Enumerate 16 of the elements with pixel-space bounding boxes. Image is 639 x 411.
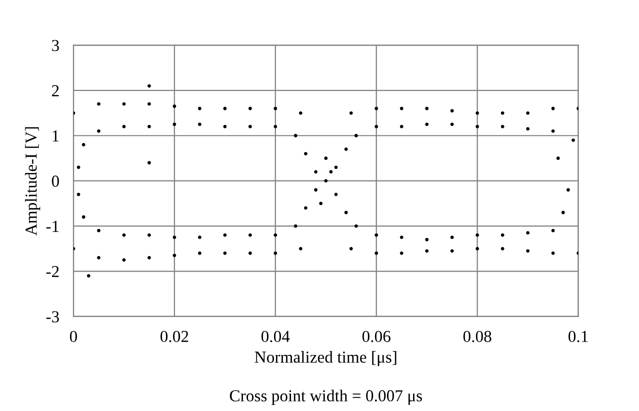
x-axis-title: Normalized time [μs]	[254, 351, 396, 366]
x-tick-label: 0.08	[463, 330, 492, 342]
text: Cross point width = 0.007 μs	[230, 390, 422, 405]
y-tick-label: 0	[52, 176, 59, 187]
y-tick-label: -2	[46, 266, 59, 278]
y-tick-label: -3	[46, 311, 59, 322]
x-tick-label: 0	[70, 330, 78, 342]
x-tick-label: 0.04	[261, 330, 290, 342]
y-axis-title: Amplitude-I [V]	[25, 127, 40, 236]
y-tick-label: -1	[46, 220, 59, 232]
y-tick-label: 2	[52, 85, 59, 96]
y-tick-label: 3	[52, 40, 59, 52]
x-tick-label: 0.06	[362, 330, 390, 342]
x-tick-label: 0.1	[568, 330, 588, 342]
y-tick-label: 1	[52, 130, 59, 142]
x-tick-label: 0.02	[160, 330, 188, 342]
